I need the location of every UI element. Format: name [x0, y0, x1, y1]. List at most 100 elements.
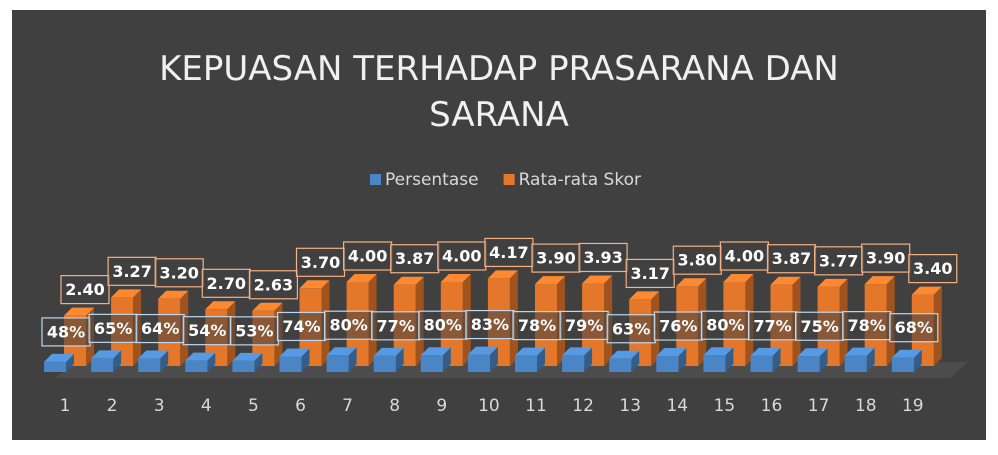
- bar: [185, 360, 208, 372]
- x-tick-label: 13: [619, 396, 641, 416]
- data-label-box: [512, 311, 562, 341]
- x-tick-label: 6: [295, 396, 306, 416]
- bar-top: [750, 347, 781, 356]
- data-label: 2.40: [65, 280, 104, 299]
- bar-top: [629, 291, 660, 300]
- data-label-box: [578, 242, 628, 273]
- bar-top: [723, 274, 754, 282]
- data-label: 64%: [141, 319, 179, 338]
- data-label: 68%: [895, 318, 933, 337]
- x-tick-label: 16: [761, 396, 783, 416]
- data-label-box: [182, 316, 232, 346]
- bar-top: [205, 301, 236, 310]
- data-label-box: [324, 310, 374, 340]
- data-label-box: [700, 310, 751, 340]
- data-label: 3.70: [301, 253, 340, 272]
- data-label-box: [437, 241, 487, 271]
- data-label-box: [766, 244, 817, 274]
- bar-top: [515, 347, 545, 356]
- data-label: 65%: [94, 319, 132, 338]
- data-label: 4.00: [725, 247, 764, 266]
- bar-side: [819, 348, 828, 372]
- bar-top: [138, 350, 169, 359]
- x-tick-label: 14: [666, 396, 688, 416]
- data-label: 2.70: [207, 274, 246, 293]
- x-tick-label: 2: [107, 396, 118, 416]
- bar: [138, 358, 161, 372]
- x-tick-label: 19: [902, 396, 924, 416]
- data-label: 3.90: [866, 249, 905, 268]
- bar-top: [844, 347, 875, 356]
- data-label-box: [908, 254, 958, 284]
- data-label: 78%: [848, 316, 886, 335]
- legend-swatch: [370, 174, 381, 185]
- bar: [703, 355, 726, 372]
- x-tick-label: 18: [855, 396, 877, 416]
- data-label-box: [719, 241, 770, 271]
- data-label: 3.40: [913, 259, 952, 278]
- bar: [373, 355, 396, 372]
- data-label: 53%: [235, 321, 273, 340]
- data-label: 3.17: [630, 264, 669, 283]
- chart-title: KEPUASAN TERHADAP PRASARANA DAN SARANA: [159, 49, 839, 135]
- data-label: 3.80: [678, 251, 717, 270]
- bar-side: [772, 347, 781, 372]
- data-label-box: [531, 243, 581, 273]
- bar-side: [913, 349, 922, 372]
- legend-swatch: [503, 174, 515, 185]
- bar-top: [582, 275, 613, 284]
- x-tick-label: 5: [248, 396, 259, 416]
- data-label-box: [794, 311, 845, 341]
- x-tick-label: 8: [389, 396, 400, 416]
- data-label: 75%: [800, 317, 838, 336]
- bar-top: [770, 276, 801, 285]
- data-label-box: [861, 243, 911, 273]
- bar-top: [326, 347, 357, 356]
- bar: [326, 355, 349, 372]
- data-label-box: [343, 241, 393, 271]
- data-label-box: [135, 313, 185, 344]
- bar-side: [301, 348, 310, 372]
- bar-top: [185, 352, 216, 361]
- bar: [515, 355, 537, 372]
- x-tick-label: 7: [342, 396, 353, 416]
- data-label: 48%: [47, 322, 85, 341]
- data-label: 76%: [659, 317, 697, 336]
- data-label-box: [248, 270, 298, 300]
- bar-side: [207, 352, 216, 372]
- bar-side: [442, 347, 451, 372]
- bar-top: [393, 276, 424, 285]
- bar: [91, 358, 114, 372]
- data-label: 78%: [518, 316, 556, 335]
- data-label: 3.87: [395, 249, 434, 268]
- bar: [44, 361, 66, 372]
- data-label: 74%: [282, 317, 320, 336]
- x-tick-label: 17: [808, 396, 830, 416]
- bar-top: [44, 353, 74, 362]
- bar-top: [91, 350, 122, 359]
- bar: [232, 360, 255, 372]
- bar-side: [866, 347, 875, 372]
- x-tick-label: 12: [572, 396, 594, 416]
- data-label-box: [559, 310, 609, 341]
- bar-side: [537, 347, 545, 372]
- bar-top: [797, 348, 828, 357]
- data-label: 3.90: [536, 249, 575, 268]
- bar: [279, 356, 302, 372]
- legend-label: Rata-rata Skor: [519, 170, 641, 190]
- bar-top: [562, 347, 593, 356]
- bar-side: [254, 352, 263, 372]
- data-label-box: [813, 246, 864, 276]
- data-label: 83%: [471, 315, 509, 334]
- data-label: 4.00: [348, 247, 387, 266]
- bar: [420, 355, 443, 372]
- data-label-box: [418, 310, 468, 340]
- bar-side: [66, 353, 74, 372]
- legend-label: Persentase: [385, 170, 479, 190]
- data-label-box: [465, 309, 515, 340]
- data-label: 79%: [565, 316, 603, 335]
- data-label: 3.20: [159, 263, 198, 282]
- data-label-box: [41, 317, 91, 347]
- data-label: 3.77: [819, 251, 858, 270]
